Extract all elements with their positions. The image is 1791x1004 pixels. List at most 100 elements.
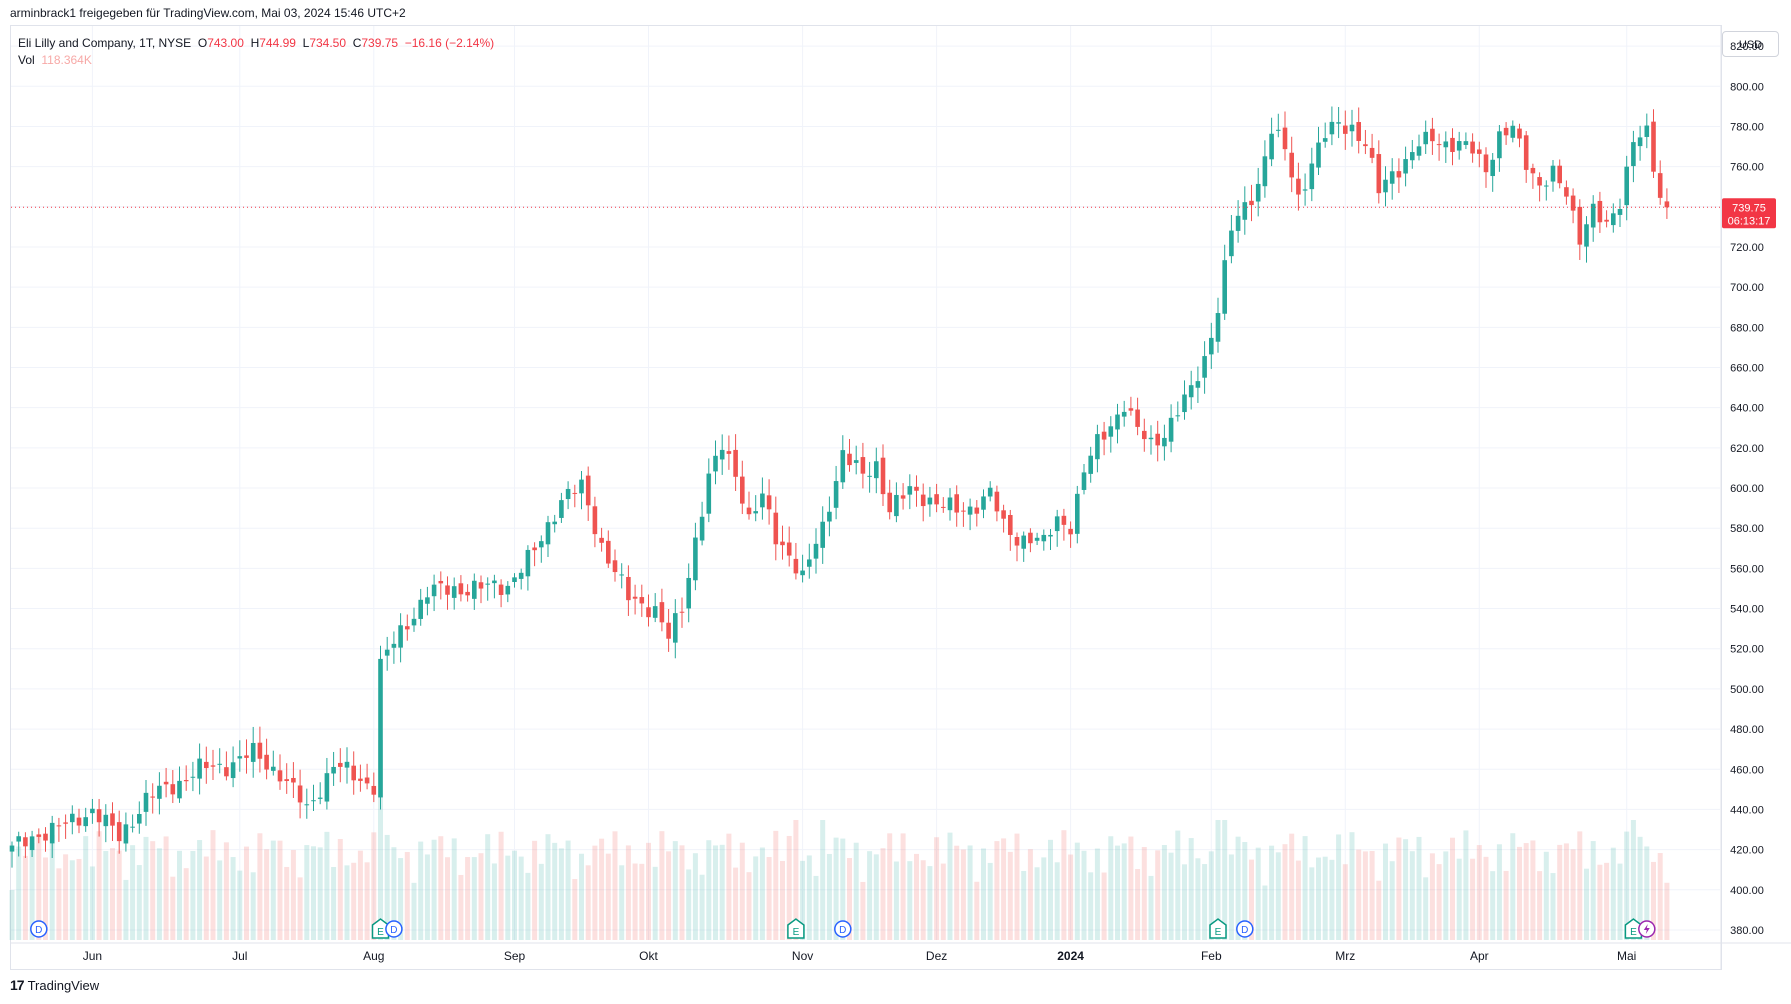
volume-label[interactable]: Vol (18, 53, 35, 67)
volume-bar (934, 837, 940, 940)
y-tick-label: 480.00 (1730, 724, 1764, 736)
volume-bar (599, 838, 605, 940)
volume-bar (49, 834, 55, 940)
candle-body (1235, 215, 1241, 231)
candle-body (1497, 131, 1502, 159)
volume-bar (43, 857, 48, 940)
candle-body (445, 585, 450, 595)
candle-body (612, 560, 618, 573)
volume-bar (1409, 851, 1415, 940)
volume-bar (786, 835, 792, 940)
volume-bar (967, 845, 973, 940)
price-tag-countdown: 06:13:17 (1728, 215, 1771, 227)
volume-bar (847, 858, 852, 940)
candle-body (1028, 532, 1033, 544)
volume-bar (1570, 849, 1576, 940)
volume-bar (1074, 842, 1080, 940)
candle-body (237, 756, 243, 759)
volume-bar (525, 872, 531, 940)
candle-body (652, 606, 658, 618)
candle-body (606, 540, 611, 564)
candle-body (405, 626, 410, 630)
candle-body (358, 778, 363, 781)
volume-bar (250, 872, 256, 940)
volume-bar (505, 855, 511, 940)
candle-body (853, 460, 859, 463)
candle-body (780, 541, 785, 546)
ohlc-row: Eli Lilly and Company, 1T, NYSE O743.00 … (18, 35, 494, 51)
candle-body (177, 780, 182, 799)
footer-brand[interactable]: 17 TradingView (10, 977, 99, 993)
volume-bar (820, 820, 826, 940)
dividend-icon-letter: D (1241, 925, 1248, 936)
currency-button[interactable]: USD (1722, 31, 1779, 57)
candle-body (1597, 200, 1603, 223)
candle-body (632, 596, 638, 599)
y-tick-label: 580.00 (1730, 523, 1764, 535)
candle-body (338, 762, 343, 767)
volume-bar (585, 865, 591, 940)
candle-body (378, 658, 383, 798)
volume-bar (277, 840, 283, 940)
candle-body (143, 792, 149, 812)
volume-bar (89, 866, 95, 940)
volume-bar (1456, 858, 1462, 940)
volume-bar (739, 842, 745, 940)
volume-bar (746, 872, 752, 940)
symbol-label[interactable]: Eli Lilly and Company, 1T, NYSE (18, 36, 192, 50)
candle-body (438, 580, 444, 584)
volume-bar (1007, 851, 1013, 940)
candle-body (592, 506, 598, 535)
volume-bar (1490, 871, 1496, 940)
candle-body (1631, 142, 1636, 167)
volume-bar (183, 868, 189, 940)
volume-bar (619, 865, 625, 940)
volume-bar (860, 881, 866, 940)
candle-body (1115, 414, 1120, 430)
volume-bar (1496, 844, 1502, 940)
x-tick-label: Mrz (1335, 949, 1355, 963)
volume-bar (880, 848, 886, 940)
volume-bar (565, 840, 571, 940)
volume-bar (1470, 858, 1476, 940)
volume-bar (317, 847, 323, 940)
volume-bar (1590, 841, 1596, 940)
candle-body (244, 755, 249, 758)
high-value: 744.99 (259, 36, 296, 50)
volume-bar (1034, 867, 1040, 940)
volume-bar (766, 857, 772, 940)
volume-bar (1027, 849, 1033, 940)
volume-bar (1476, 845, 1482, 940)
volume-bar (1309, 867, 1315, 940)
y-tick-label: 440.00 (1730, 804, 1764, 816)
volume-bar (123, 879, 129, 940)
volume-bar (150, 841, 156, 940)
candle-body (1644, 125, 1650, 137)
candle-body (1376, 154, 1382, 194)
volume-bar (1463, 830, 1469, 940)
candle-body (766, 495, 772, 510)
volume-bar (257, 833, 263, 940)
candle-body (1021, 535, 1026, 549)
volume-bar (1188, 838, 1194, 940)
volume-bar (69, 860, 75, 940)
y-tick-label: 700.00 (1730, 282, 1764, 294)
volume-bar (659, 831, 665, 940)
volume-bar (344, 865, 350, 940)
candle-body (1195, 381, 1201, 388)
volume-bar (1282, 844, 1288, 940)
volume-bar (592, 845, 598, 940)
candle-body (110, 813, 115, 826)
volume-bar (1316, 857, 1321, 940)
volume-bar (478, 853, 484, 940)
candle-body (847, 453, 852, 466)
volume-bar (907, 861, 913, 940)
candle-body (204, 761, 209, 769)
candle-body (163, 781, 169, 785)
volume-bar (438, 836, 444, 940)
candle-body (572, 492, 578, 494)
candle-body (425, 597, 430, 604)
y-tick-label: 660.00 (1730, 362, 1764, 374)
candle-body (807, 559, 812, 567)
